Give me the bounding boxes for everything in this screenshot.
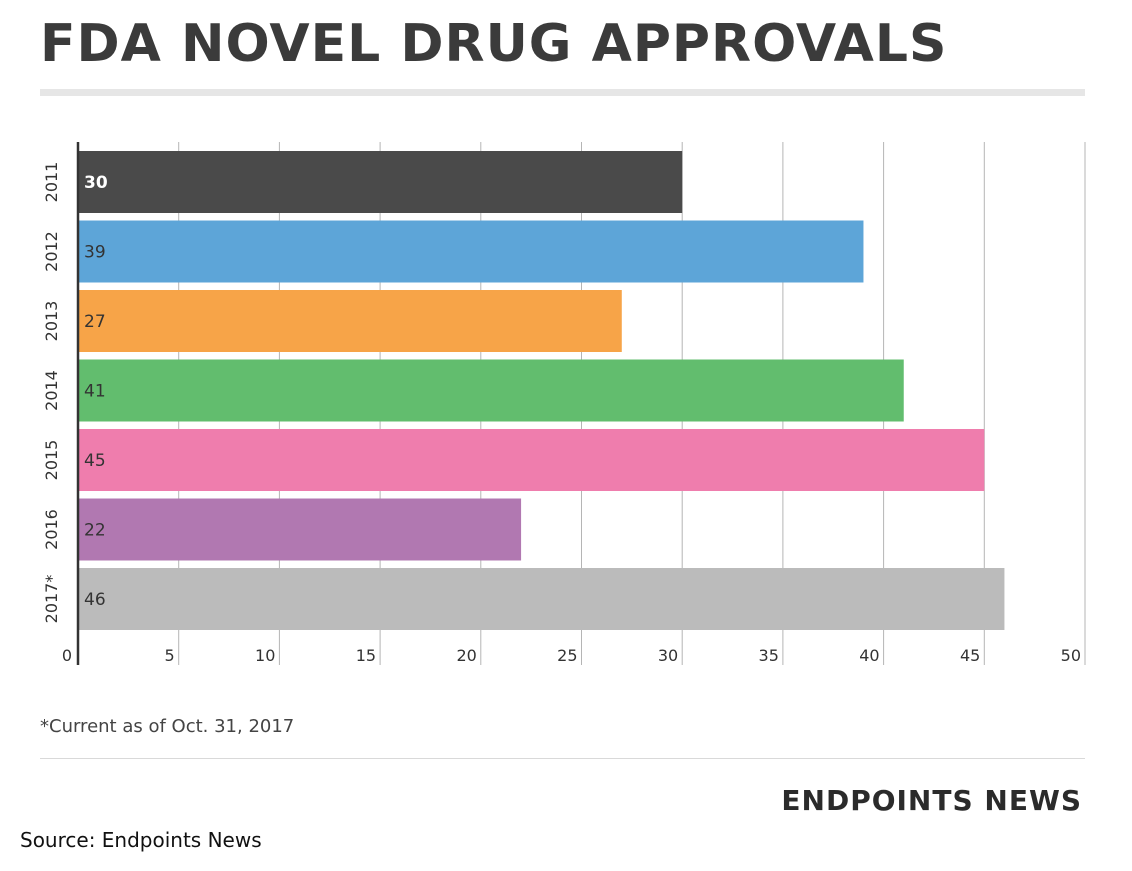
bar-value-label: 30: [84, 173, 108, 193]
footer-divider: [40, 758, 1085, 759]
bar-2014: [78, 359, 904, 422]
x-tick-label: 10: [255, 646, 275, 665]
source-note: Source: Endpoints News: [20, 828, 262, 852]
bar-value-label: 46: [84, 590, 106, 610]
bar-2012: [78, 220, 864, 283]
title-divider: [40, 89, 1085, 96]
x-tick-label: 50: [1061, 646, 1081, 665]
category-label: 2011: [42, 162, 61, 203]
bar-value-label: 27: [84, 312, 106, 332]
category-label: 2017*: [42, 575, 61, 624]
x-tick-label: 15: [356, 646, 376, 665]
category-label: 2012: [42, 231, 61, 272]
x-tick-label: 30: [658, 646, 678, 665]
footnote: *Current as of Oct. 31, 2017: [40, 716, 295, 737]
x-tick-label: 5: [165, 646, 175, 665]
category-label: 2016: [42, 509, 61, 550]
bar-2013: [78, 290, 622, 352]
bar-value-label: 39: [84, 243, 106, 263]
x-tick-label: 20: [456, 646, 476, 665]
category-label: 2015: [42, 440, 61, 481]
bar-value-label: 22: [84, 521, 106, 541]
bar-2011: [78, 151, 683, 213]
bar-2016: [78, 498, 522, 561]
x-tick-label: 35: [759, 646, 779, 665]
x-tick-label: 40: [859, 646, 879, 665]
bar-value-label: 45: [84, 451, 106, 471]
x-tick-label: 0: [62, 646, 72, 665]
bar-2017*: [78, 568, 1005, 630]
approvals-bar-chart: 3020113920122720134120144520152220164620…: [42, 142, 1086, 665]
page-title: FDA NOVEL DRUG APPROVALS: [40, 14, 948, 74]
bar-value-label: 41: [84, 382, 106, 402]
x-tick-label: 45: [960, 646, 980, 665]
category-label: 2014: [42, 370, 61, 411]
x-tick-label: 25: [557, 646, 577, 665]
bar-2015: [78, 429, 985, 491]
category-label: 2013: [42, 301, 61, 342]
brand-logo: ENDPOINTS NEWS: [781, 784, 1082, 817]
